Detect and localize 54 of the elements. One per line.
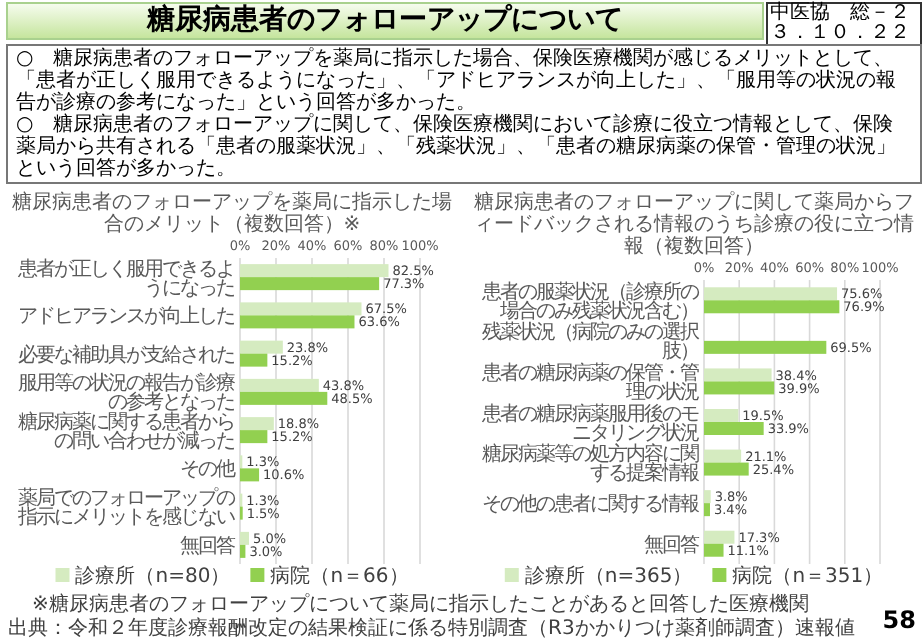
legend-label: 診療所（n=365） [524,564,693,588]
chart-title: 糖尿病患者のフォローアップを薬局に指示した場合のメリット（複数回答）※ [12,190,452,236]
bar [704,300,840,314]
y-tick-label: 患者の糖尿病薬服用後のモニタリング状況 [480,401,700,445]
y-tick-label: 必要な補助具が支給された [18,342,236,367]
text: 58 [882,606,916,634]
y-tick-label: アドヒアランスが向上した [18,304,236,329]
bar [704,449,742,463]
bar [704,381,775,395]
bar [240,391,328,405]
y-tick-label: 患者の服薬状況（診療所の場合のみ残薬状況含む） [480,279,700,323]
legend-label: 病院（n＝66） [270,564,409,588]
y-tick-label: 糖尿病薬に関する患者からの問い合わせが減った [18,409,236,453]
bar [704,462,749,476]
bar [704,543,724,557]
bar [704,490,711,504]
legend-label: 病院（n＝351） [732,564,884,588]
text: ３．１０．２２ [770,22,912,44]
bar [240,353,268,367]
bar [704,287,838,301]
bar [704,422,764,435]
bar [240,468,260,482]
text: ○ 糖尿病患者のフォローアップに関して、保険医療機関において診療に役立つ情報として、保険薬局から共有される「患者の服薬状況」、「残薬状況」、「患者の糖尿病薬の保管・管理の状況」という回答が多かった。 [16,114,898,180]
chart-title: 糖尿病患者のフォローアップに関して薬局からフィードバックされる情報のうち診療の役に立つ情報（複数回答） [474,190,914,258]
y-tick-label: 患者が正しく服用できるようになった [16,256,236,300]
text: ○ 糖尿病患者のフォローアップを薬局に指示した場合、保険医療機関が感じるメリットとして、「患者が正しく服用できるようになった」、「アドヒアランスが向上した」、「服用等の状況の報告が診療の参考になった」という回答が多かった。 [16,48,898,114]
bar [240,340,283,354]
bar [704,503,710,517]
y-tick-label: 無回答 [644,532,700,557]
y-tick-label: 無回答 [180,533,236,558]
text: 糖尿病患者のフォローアップについて [6,2,764,40]
bar [704,530,735,544]
bar [240,264,389,278]
bar [704,340,827,354]
bar [240,277,380,291]
text: ※糖尿病患者のフォローアップについて薬局に指示したことがあると回答した医療機関 [32,594,809,616]
bar [240,430,268,444]
y-tick-label: その他の患者に関する情報 [482,492,700,517]
bar [240,302,362,316]
y-tick-label: 患者の糖尿病薬の保管・管理の状況 [480,360,700,404]
bar [704,409,739,422]
bar [240,544,246,558]
y-tick-label: 糖尿病薬等の処方内容に関する提案情報 [482,442,700,486]
y-tick-label: その他 [180,457,236,482]
y-tick-label: 残薬状況（病院のみの選択肢） [482,320,700,364]
text: 中医協 総－２ [770,2,912,24]
bar [240,378,319,392]
y-tick-label: 薬局でのフォローアップの指示にメリットを感じない [16,486,236,530]
bar [240,531,249,545]
bar [240,315,355,329]
bar [240,417,274,431]
legend-label: 診療所（n=80） [75,564,231,588]
bar [704,368,772,382]
source-note: 出典：令和２年度診療報酬改定の結果検証に係る特別調査（R3かかりつけ薬剤師調査）速報値 [8,618,855,640]
